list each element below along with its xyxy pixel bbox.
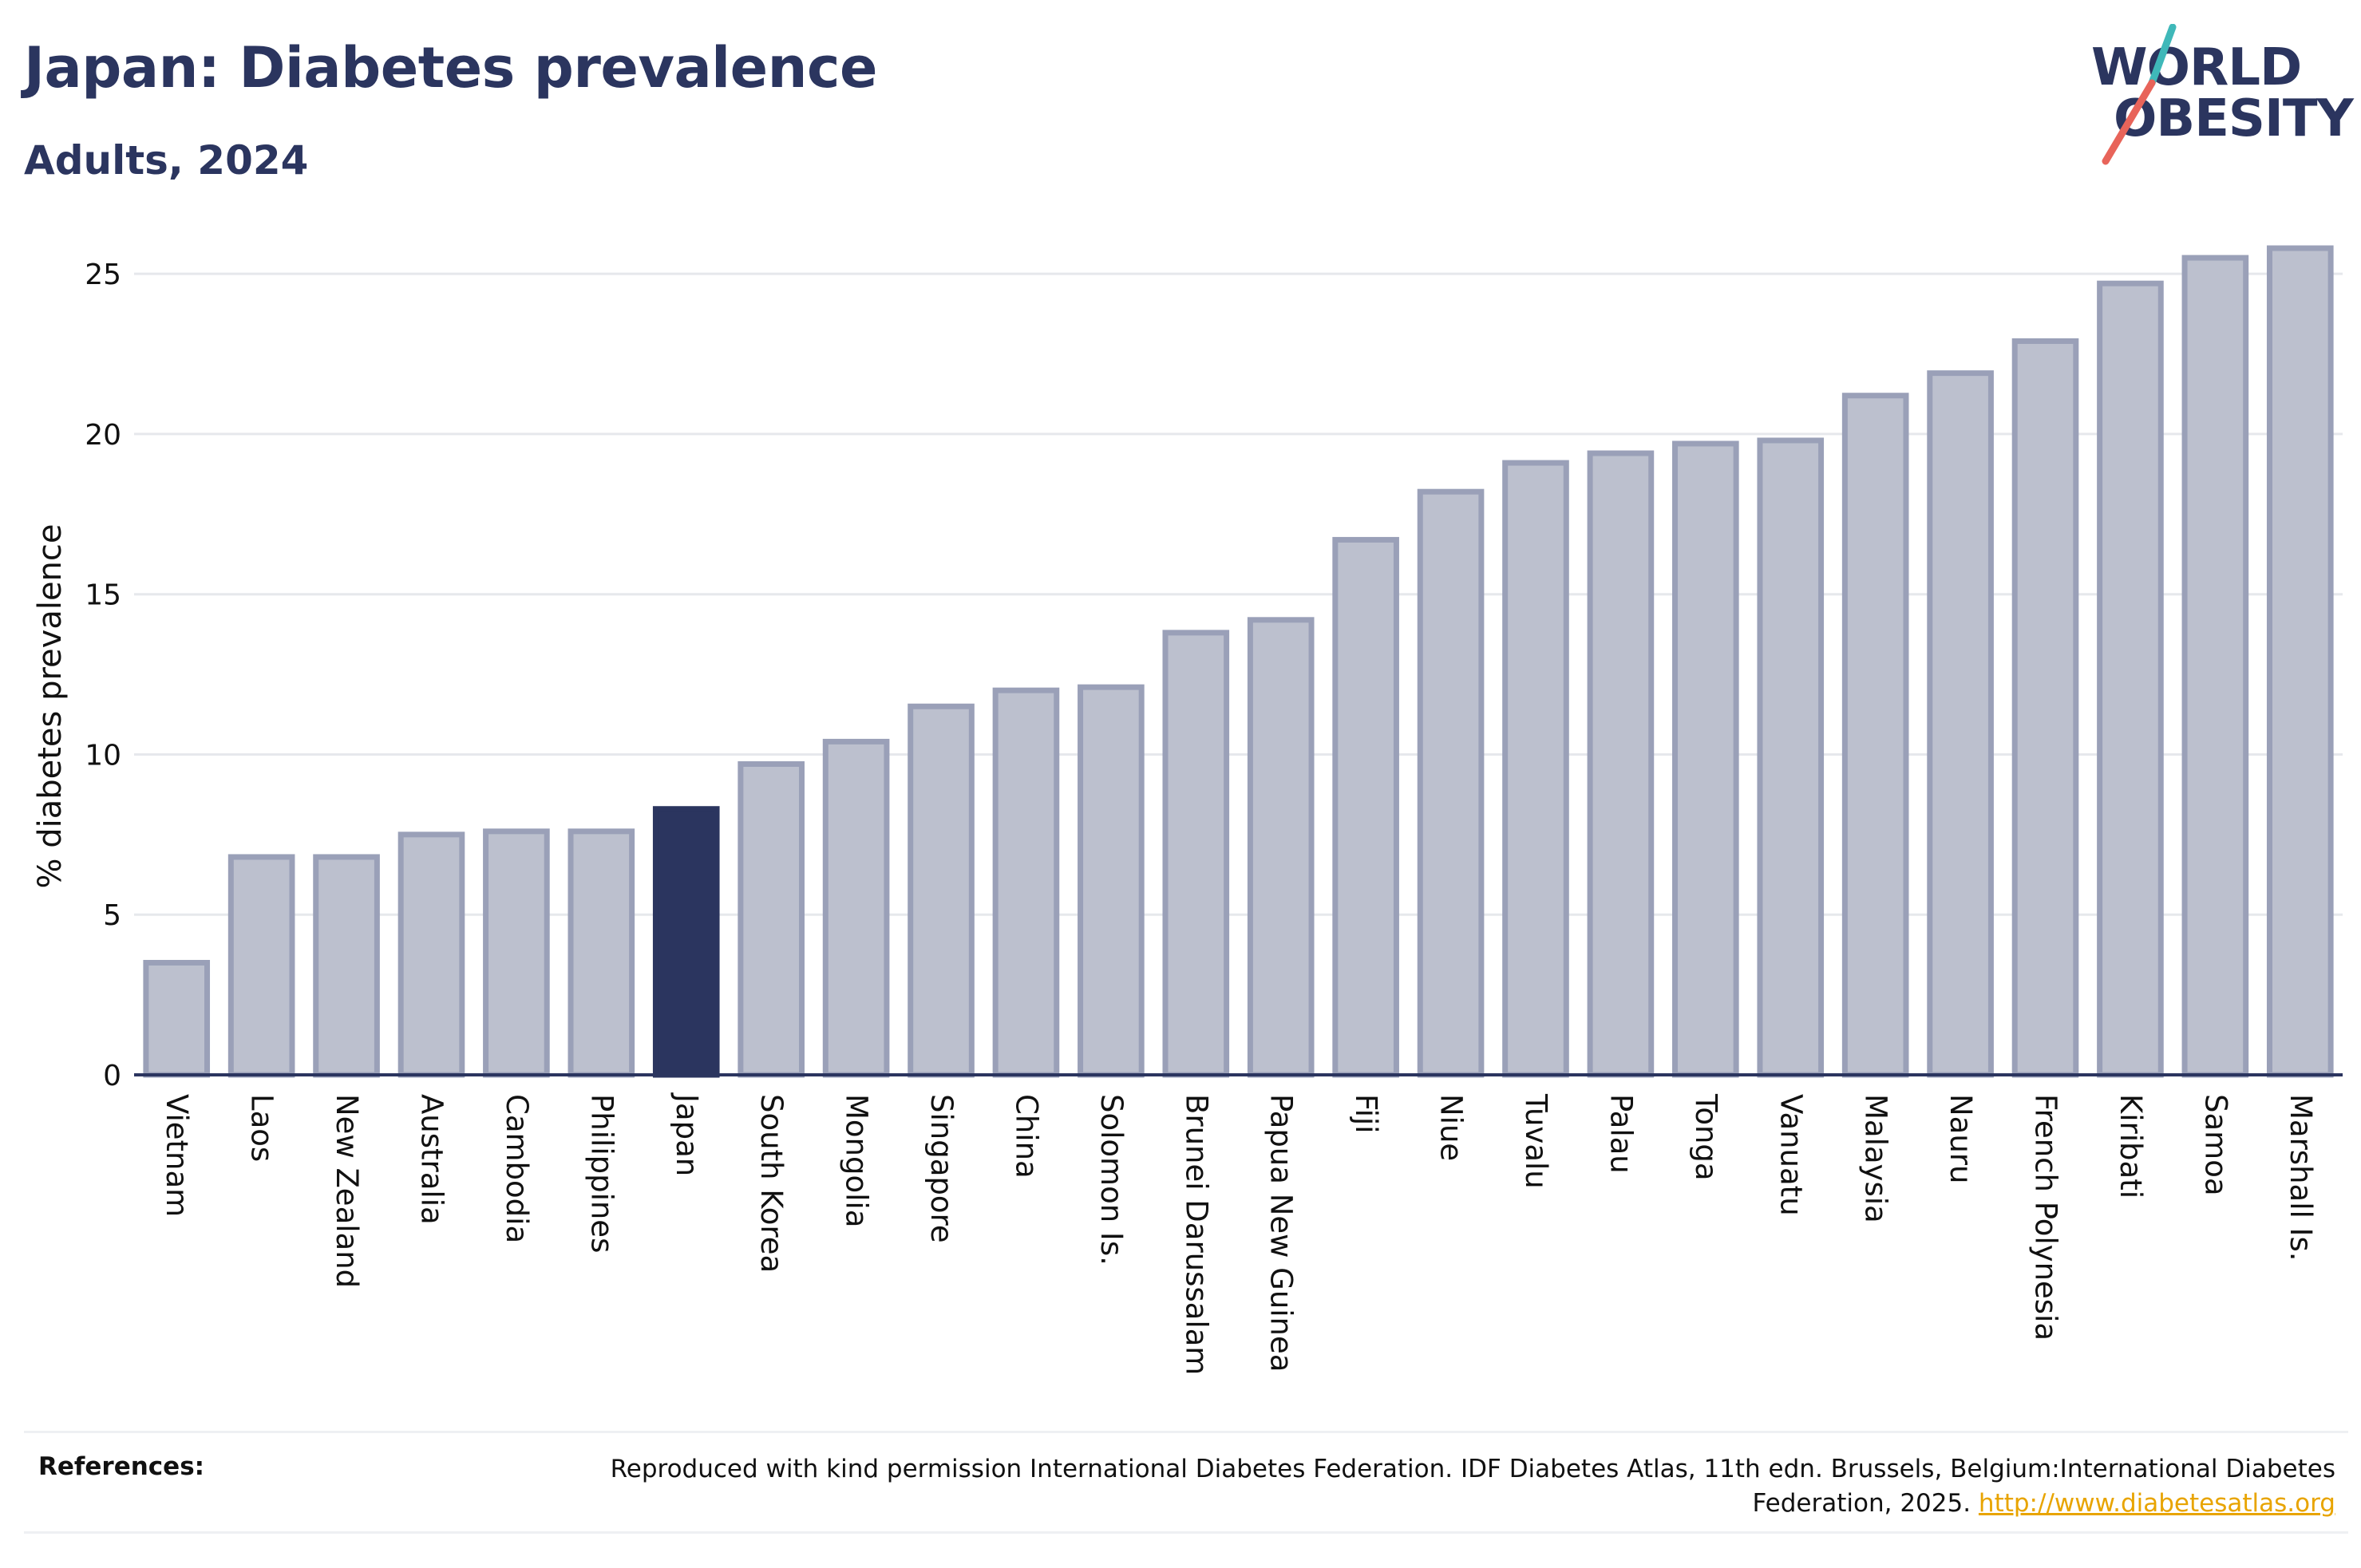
x-tick-label: Singapore [924, 1094, 959, 1243]
chart-subtitle: Adults, 2024 [24, 137, 309, 184]
x-tick-label: Vietnam [160, 1094, 194, 1217]
x-tick-label: Marshall Is. [2284, 1094, 2318, 1261]
world-obesity-logo: WORLD OBESITY [2090, 24, 2354, 168]
x-tick-label: Laos [245, 1094, 279, 1162]
y-tick-label: 25 [85, 259, 121, 291]
bar-tonga [1672, 440, 1739, 1078]
x-tick-label: Papua New Guinea [1264, 1094, 1299, 1372]
references-label: References: [38, 1452, 205, 1481]
x-tick-label: Cambodia [500, 1094, 534, 1243]
bar-new-zealand [313, 854, 380, 1078]
bar-philippines [568, 828, 635, 1078]
x-tick-label: Australia [414, 1094, 449, 1225]
bar-nauru [1927, 370, 1994, 1078]
bar-french-polynesia [2011, 338, 2079, 1078]
y-axis-title: % diabetes prevalence [32, 523, 69, 888]
bar-solomon-is- [1078, 684, 1145, 1078]
chart-title: Japan: Diabetes prevalence [24, 35, 877, 101]
bar-laos [227, 854, 295, 1078]
bar-papua-new-guinea [1247, 617, 1315, 1078]
logo-line-1: WORLD [2091, 38, 2302, 97]
bar-brunei-darussalam [1162, 630, 1230, 1078]
x-tick-label: French Polynesia [2029, 1094, 2063, 1341]
bar-chart: 0 5 10 15 20 25 % diabetes prevalence Vietnam La… [32, 245, 2343, 1375]
bar-kiribati [2097, 280, 2164, 1078]
x-tick-label: Palau [1604, 1094, 1638, 1174]
bar-palau [1587, 450, 1655, 1078]
references-panel: References: Reproduced with kind permiss… [24, 1431, 2348, 1534]
x-tick-label: Japan [670, 1092, 704, 1176]
x-tick-label: South Korea [754, 1094, 789, 1273]
references-citation: Reproduced with kind permission Internat… [610, 1455, 2335, 1518]
bar-fiji [1332, 536, 1399, 1078]
x-tick-label: Niue [1434, 1094, 1469, 1161]
x-tick-label: Kiribati [2114, 1094, 2148, 1199]
y-tick-label: 5 [103, 899, 121, 932]
x-tick-label: Nauru [1944, 1094, 1978, 1183]
bar-samoa [2181, 255, 2249, 1078]
bar-malaysia [1841, 393, 1909, 1078]
y-tick-label: 0 [103, 1060, 121, 1092]
x-tick-label: China [1009, 1094, 1043, 1179]
x-tick-label: New Zealand [330, 1094, 364, 1288]
x-tick-label: Samoa [2198, 1094, 2232, 1196]
bar-marshall-is- [2266, 245, 2334, 1078]
x-tick-label: Philippines [584, 1094, 619, 1253]
references-text: Reproduced with kind permission Internat… [595, 1452, 2335, 1521]
x-tick-label: Brunei Darussalam [1179, 1094, 1213, 1375]
bar-china [992, 687, 1060, 1078]
x-tick-label: Fiji [1349, 1094, 1383, 1133]
y-tick-label: 20 [85, 419, 121, 452]
x-tick-label: Solomon Is. [1094, 1094, 1129, 1266]
logo-line-2: OBESITY [2114, 89, 2354, 148]
bar-niue [1417, 488, 1485, 1078]
bar-cambodia [483, 828, 550, 1078]
bar-vietnam [143, 959, 211, 1078]
bar-japan [652, 806, 720, 1078]
bar-south-korea [738, 761, 805, 1078]
bar-singapore [908, 703, 975, 1078]
x-tick-label: Mongolia [840, 1094, 874, 1227]
bar-vanuatu [1757, 437, 1825, 1078]
logo-slash-icon [2102, 24, 2177, 165]
bar-australia [397, 831, 465, 1078]
x-tick-label: Malaysia [1859, 1094, 1893, 1223]
bar-tuvalu [1502, 460, 1569, 1078]
x-tick-label: Tuvalu [1519, 1093, 1553, 1189]
x-tick-label: Tonga [1689, 1093, 1723, 1181]
y-tick-label: 15 [85, 579, 121, 612]
references-link[interactable]: http://www.diabetesatlas.org [1978, 1489, 2335, 1518]
bar-mongolia [822, 738, 890, 1078]
y-tick-label: 10 [85, 739, 121, 772]
x-tick-label: Vanuatu [1774, 1094, 1808, 1216]
